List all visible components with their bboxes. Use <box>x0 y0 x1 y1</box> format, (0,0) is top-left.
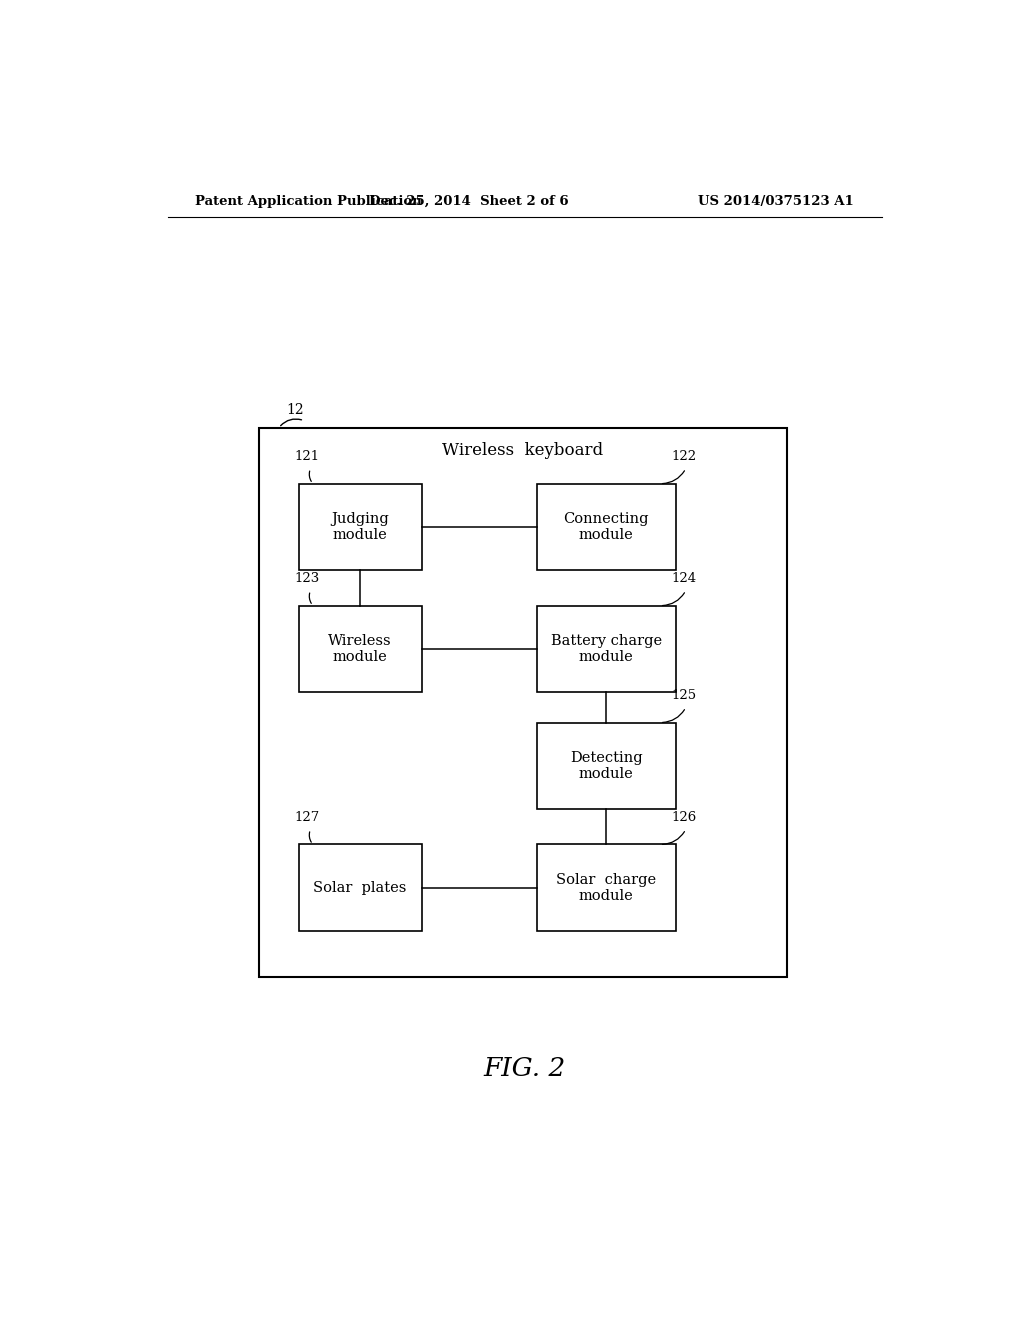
Text: Judging
module: Judging module <box>331 512 389 543</box>
Bar <box>299 606 422 692</box>
Text: US 2014/0375123 A1: US 2014/0375123 A1 <box>698 194 854 207</box>
Text: 121: 121 <box>295 450 319 463</box>
Text: Battery charge
module: Battery charge module <box>551 634 662 664</box>
Text: 122: 122 <box>672 450 696 463</box>
Bar <box>299 483 422 570</box>
Text: Wireless
module: Wireless module <box>329 634 392 664</box>
Text: 127: 127 <box>295 812 319 824</box>
Text: FIG. 2: FIG. 2 <box>483 1056 566 1081</box>
Bar <box>299 845 422 931</box>
Text: Dec. 25, 2014  Sheet 2 of 6: Dec. 25, 2014 Sheet 2 of 6 <box>370 194 569 207</box>
Text: 124: 124 <box>672 573 696 585</box>
Text: Solar  charge
module: Solar charge module <box>556 873 656 903</box>
Text: Connecting
module: Connecting module <box>563 512 649 543</box>
Bar <box>537 606 676 692</box>
Bar <box>537 845 676 931</box>
Text: 12: 12 <box>287 404 304 417</box>
Text: Wireless  keyboard: Wireless keyboard <box>442 442 603 458</box>
Text: Detecting
module: Detecting module <box>569 751 642 781</box>
Bar <box>537 722 676 809</box>
Text: 126: 126 <box>672 812 697 824</box>
Text: 125: 125 <box>672 689 696 702</box>
Bar <box>537 483 676 570</box>
Text: 123: 123 <box>295 573 319 585</box>
Text: Solar  plates: Solar plates <box>313 880 407 895</box>
Bar <box>259 428 786 977</box>
Text: Patent Application Publication: Patent Application Publication <box>196 194 422 207</box>
